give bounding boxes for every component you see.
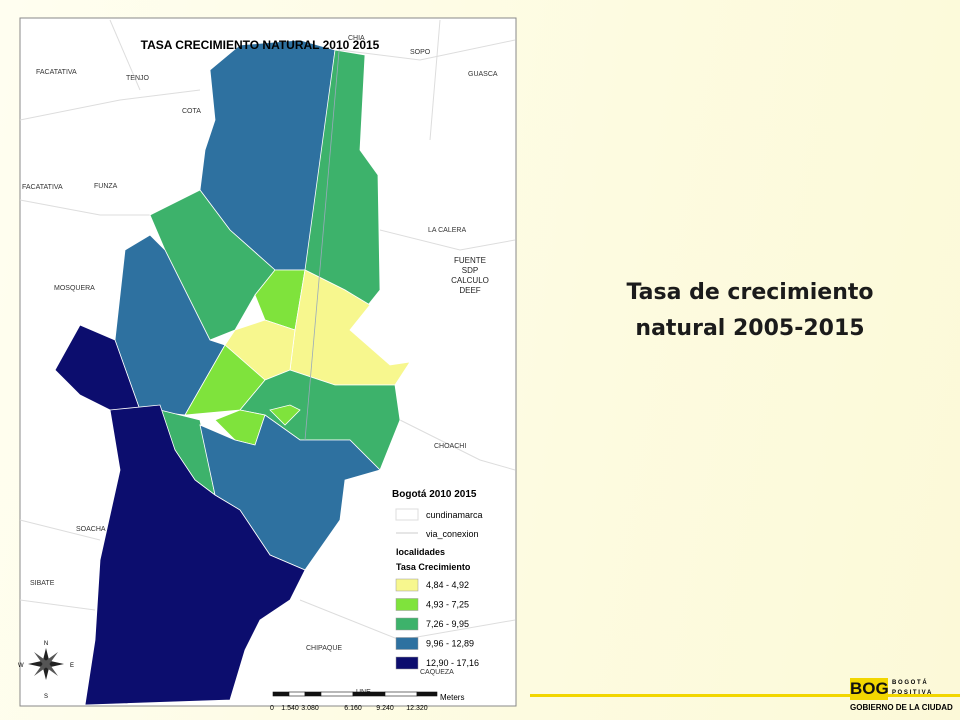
place-label: SIBATE [30, 580, 55, 587]
scale-segment [384, 691, 418, 697]
localidades [54, 39, 411, 706]
scale-segment [288, 691, 306, 697]
legend-group: localidades [396, 547, 445, 557]
place-label: TENJO [126, 75, 150, 82]
legend-layer: cundinamarca [426, 510, 483, 520]
scale-segment [304, 691, 322, 697]
place-labels: FACATATIVA TENJO COTA CHIA SOPO GUASCA F… [22, 35, 498, 696]
logo-mark: BOG [850, 678, 889, 700]
legend-swatch [395, 578, 419, 592]
legend-label: 4,84 - 4,92 [426, 580, 469, 590]
logo: BOG B O G O T Á P O S I T I V A GOBIERNO… [850, 678, 954, 716]
legend-swatch [395, 508, 419, 521]
footer-rule [530, 694, 960, 697]
source-line: DEEF [459, 286, 480, 295]
road [304, 39, 341, 441]
scale-segment [416, 691, 438, 697]
place-label: FACATATIVA [36, 69, 77, 76]
scale-tick-label: 0 [270, 705, 274, 712]
place-label: SOPO [410, 49, 431, 56]
legend-title: Bogotá 2010 2015 [392, 489, 477, 500]
legend: Bogotá 2010 2015 cundinamarca via_conexi… [392, 489, 483, 670]
legend-label: 9,96 - 12,89 [426, 639, 474, 649]
legend-swatch [395, 598, 419, 611]
municipal-borders [19, 19, 516, 641]
legend-label: 12,90 - 17,16 [426, 658, 479, 668]
place-label: GUASCA [468, 71, 498, 78]
compass-label: S [44, 694, 48, 700]
source-note: FUENTE SDP CALCULO DEEF [451, 256, 489, 295]
scale-tick-label: 9.240 [376, 705, 394, 712]
place-label: COTA [182, 108, 201, 115]
source-line: SDP [462, 266, 478, 275]
scale-tick-label: 6.160 [344, 705, 362, 712]
place-label: MOSQUERA [54, 285, 95, 292]
place-label: SOACHA [76, 526, 106, 533]
place-label: CHIPAQUE [306, 645, 342, 652]
source-line: FUENTE [454, 256, 486, 265]
scale-segment [352, 691, 386, 697]
legend-field: Tasa Crecimiento [396, 562, 471, 572]
logo-footer: GOBIERNO DE LA CIUDAD [850, 703, 953, 712]
legend-swatch [395, 656, 419, 670]
place-label: FACATATIVA [22, 184, 63, 191]
source-line: CALCULO [451, 276, 489, 285]
scale-bar: Meters 0 1.540 3.080 6.160 9.240 12.320 [270, 691, 464, 712]
map-panel: TASA CRECIMIENTO NATURAL 2010 2015 FACAT… [18, 17, 517, 712]
legend-swatch [395, 637, 419, 650]
scale-unit: Meters [440, 693, 464, 702]
scale-segment [320, 691, 354, 697]
compass-label: W [18, 663, 24, 669]
logo-top: B O G O T Á [892, 680, 927, 686]
scale-tick-label: 3.080 [301, 705, 319, 712]
place-label: LA CALERA [428, 227, 466, 234]
compass-label: N [44, 641, 48, 647]
legend-label: 7,26 - 9,95 [426, 619, 469, 629]
compass-label: E [70, 663, 74, 669]
scale-segment [272, 691, 290, 697]
legend-label: 4,93 - 7,25 [426, 600, 469, 610]
caption-line: natural 2005-2015 [635, 316, 865, 341]
legend-layer: via_conexion [426, 529, 479, 539]
scale-tick-label: 12.320 [406, 705, 428, 712]
caption-line: Tasa de crecimiento [626, 280, 874, 305]
logo-bottom: P O S I T I V A [892, 690, 932, 696]
place-label: CHOACHI [434, 443, 466, 450]
scale-tick-label: 1.540 [281, 705, 299, 712]
place-label: CHIA [348, 35, 365, 42]
map-title: TASA CRECIMIENTO NATURAL 2010 2015 [141, 38, 380, 52]
place-label: FUNZA [94, 183, 118, 190]
legend-swatch [395, 617, 419, 631]
place-label: CAQUEZA [420, 669, 454, 676]
compass: N S E W [18, 641, 74, 700]
